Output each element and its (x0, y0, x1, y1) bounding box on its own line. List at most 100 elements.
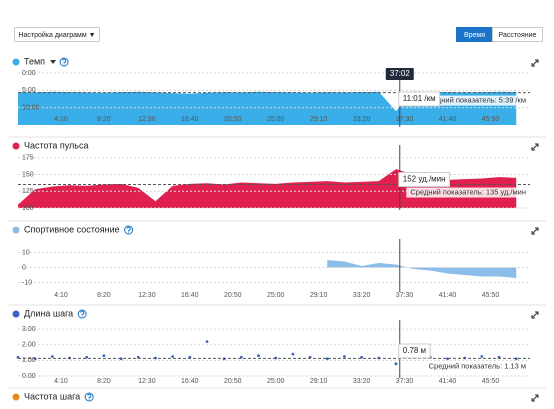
area (18, 169, 517, 208)
point (343, 355, 346, 358)
tooltip-box (398, 172, 451, 187)
expand-icon (531, 311, 539, 319)
y-tick-label: 1.00 (22, 357, 36, 364)
expand-icon (531, 143, 539, 151)
distance-toggle[interactable]: Расстояние (492, 27, 543, 42)
x-tick-label: 16:40 (181, 378, 199, 385)
help-icon (59, 57, 69, 67)
series-dot (12, 226, 20, 234)
series-dot (12, 142, 20, 150)
x-tick-label: 29:10 (310, 378, 328, 385)
average-label-bg (424, 361, 530, 372)
cursor-time: 37:02 (390, 69, 411, 78)
y-tick-label: 10 (22, 249, 30, 256)
point (377, 356, 381, 360)
y-tick-label: 100 (22, 205, 34, 212)
point (411, 354, 415, 358)
y-tick-label: 5:00 (22, 87, 36, 94)
series-dot (12, 310, 20, 318)
point (222, 357, 226, 361)
point (497, 355, 501, 359)
average-label-bg (419, 95, 530, 106)
point (394, 362, 398, 366)
x-tick-label: 12:30 (138, 292, 156, 299)
average-label-bg (406, 187, 530, 198)
x-tick-label: 29:10 (310, 292, 328, 299)
point (171, 355, 175, 358)
expand-icon (531, 59, 539, 67)
point (514, 357, 518, 361)
y-tick-label: 2.00 (22, 342, 36, 349)
help-mark (80, 310, 85, 317)
time-toggle[interactable]: Время (456, 27, 493, 42)
tooltip-text: 152 уд./мин (403, 175, 446, 184)
dropdown-arrow (50, 60, 57, 64)
help-mark (62, 58, 67, 65)
help-mark (126, 226, 131, 233)
y-tick-label: 0:00 (22, 70, 36, 77)
point (257, 354, 260, 358)
point (205, 340, 209, 344)
x-tick-label: 4:10 (54, 116, 68, 123)
x-tick-label: 16:40 (181, 292, 199, 299)
x-tick-label: 33:20 (353, 116, 371, 123)
point (154, 356, 157, 360)
point (188, 355, 192, 359)
x-tick-label: 45:50 (482, 378, 500, 385)
section-title: Частота шага (24, 391, 80, 401)
point (33, 357, 37, 361)
x-tick-label: 8:20 (97, 378, 111, 385)
button-label: Настройка диаграмм (18, 32, 87, 39)
average-label: Средний показатель: 5:39 /км (423, 96, 526, 105)
tooltip-text: 0.78 м (403, 346, 426, 355)
x-tick-label: 37:30 (396, 378, 414, 385)
point (119, 357, 123, 361)
section-title: Темп (24, 56, 45, 66)
x-tick-label: 16:40 (181, 116, 199, 123)
x-tick-label: 37:30 (396, 292, 414, 299)
y-tick-label: 150 (22, 171, 34, 178)
section-title: Спортивное состояние (24, 224, 120, 234)
section-title: Длина шага (24, 308, 73, 318)
x-tick-label: 41:40 (439, 378, 457, 385)
x-tick-label: 8:20 (97, 116, 111, 123)
point (102, 354, 106, 358)
help-icon (84, 392, 94, 402)
x-tick-label: 20:50 (224, 116, 242, 123)
help-icon (124, 225, 134, 235)
y-tick-label: 175 (22, 155, 34, 162)
point (239, 355, 243, 359)
series-dot (12, 58, 20, 66)
x-tick-label: 45:50 (482, 116, 500, 123)
x-tick-label: 25:00 (267, 378, 285, 385)
expand-icon (531, 394, 539, 402)
y-tick-label: -10 (22, 279, 32, 286)
chart-settings-button[interactable]: Настройка диаграмм ▼ (14, 27, 100, 42)
y-tick-label: 10:00 (22, 105, 40, 112)
expand-icon (531, 227, 539, 235)
x-tick-label: 12:30 (138, 116, 156, 123)
point (85, 355, 89, 359)
point (274, 356, 278, 360)
section-title: Частота пульса (24, 140, 88, 150)
tooltip-box (398, 91, 441, 107)
x-tick-label: 33:20 (353, 292, 371, 299)
y-tick-label: 3.00 (22, 326, 36, 333)
point (325, 357, 329, 361)
y-tick-label: 0 (22, 264, 26, 271)
x-tick-label: 4:10 (54, 292, 68, 299)
x-tick-label: 41:40 (439, 116, 457, 123)
x-tick-label: 41:40 (439, 292, 457, 299)
x-tick-label: 4:10 (54, 378, 68, 385)
x-tick-label: 12:30 (138, 378, 156, 385)
y-tick-label: 0.00 (22, 373, 36, 380)
cursor-time-box (385, 68, 414, 80)
x-tick-label: 29:10 (310, 116, 328, 123)
point (308, 355, 312, 359)
average-label: Средний показатель: 135 уд./мин (410, 188, 526, 197)
x-tick-label: 20:50 (224, 292, 242, 299)
y-tick-label: 125 (22, 188, 34, 195)
point (428, 355, 432, 359)
x-tick-label: 8:20 (97, 292, 111, 299)
